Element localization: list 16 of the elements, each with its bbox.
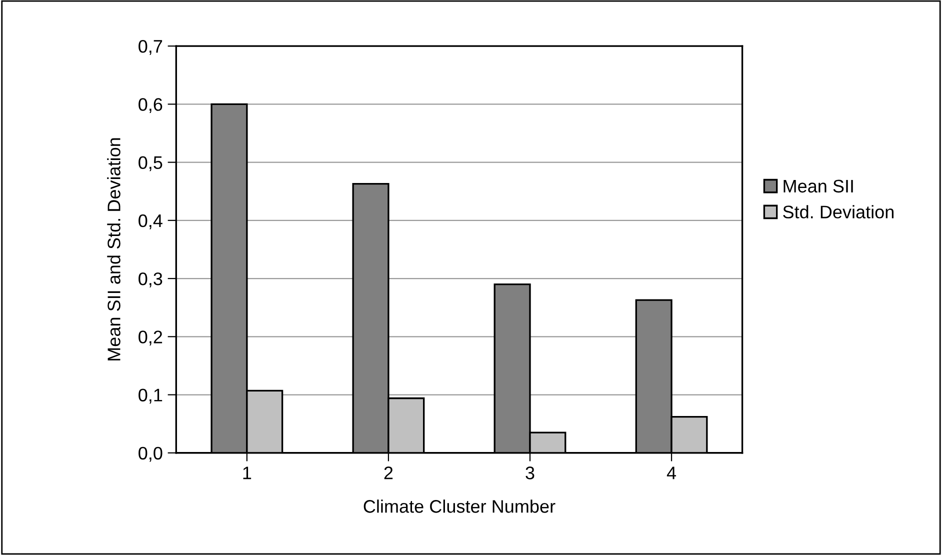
x-axis-title: Climate Cluster Number [364, 500, 556, 513]
y-tick-label: 0,2 [138, 330, 162, 346]
y-axis-title: Mean SII and Std. Deviation [107, 138, 120, 360]
x-tick-label: 3 [526, 466, 534, 480]
legend-label: Mean SII [784, 180, 853, 193]
x-tick-label: 4 [666, 466, 676, 480]
y-tick-label: 0,4 [138, 214, 162, 230]
y-tick-label: 0,1 [138, 388, 162, 404]
y-tick-label: 0,5 [138, 156, 162, 172]
x-tick-label: 2 [384, 466, 393, 480]
x-tick-label: 1 [243, 466, 252, 480]
legend-label: Std. Deviation [783, 205, 894, 218]
y-tick-label: 0,0 [138, 446, 162, 462]
y-tick-label: 0,3 [138, 272, 162, 288]
y-tick-label: 0,7 [138, 40, 162, 55]
y-tick-label: 0,6 [138, 98, 162, 114]
